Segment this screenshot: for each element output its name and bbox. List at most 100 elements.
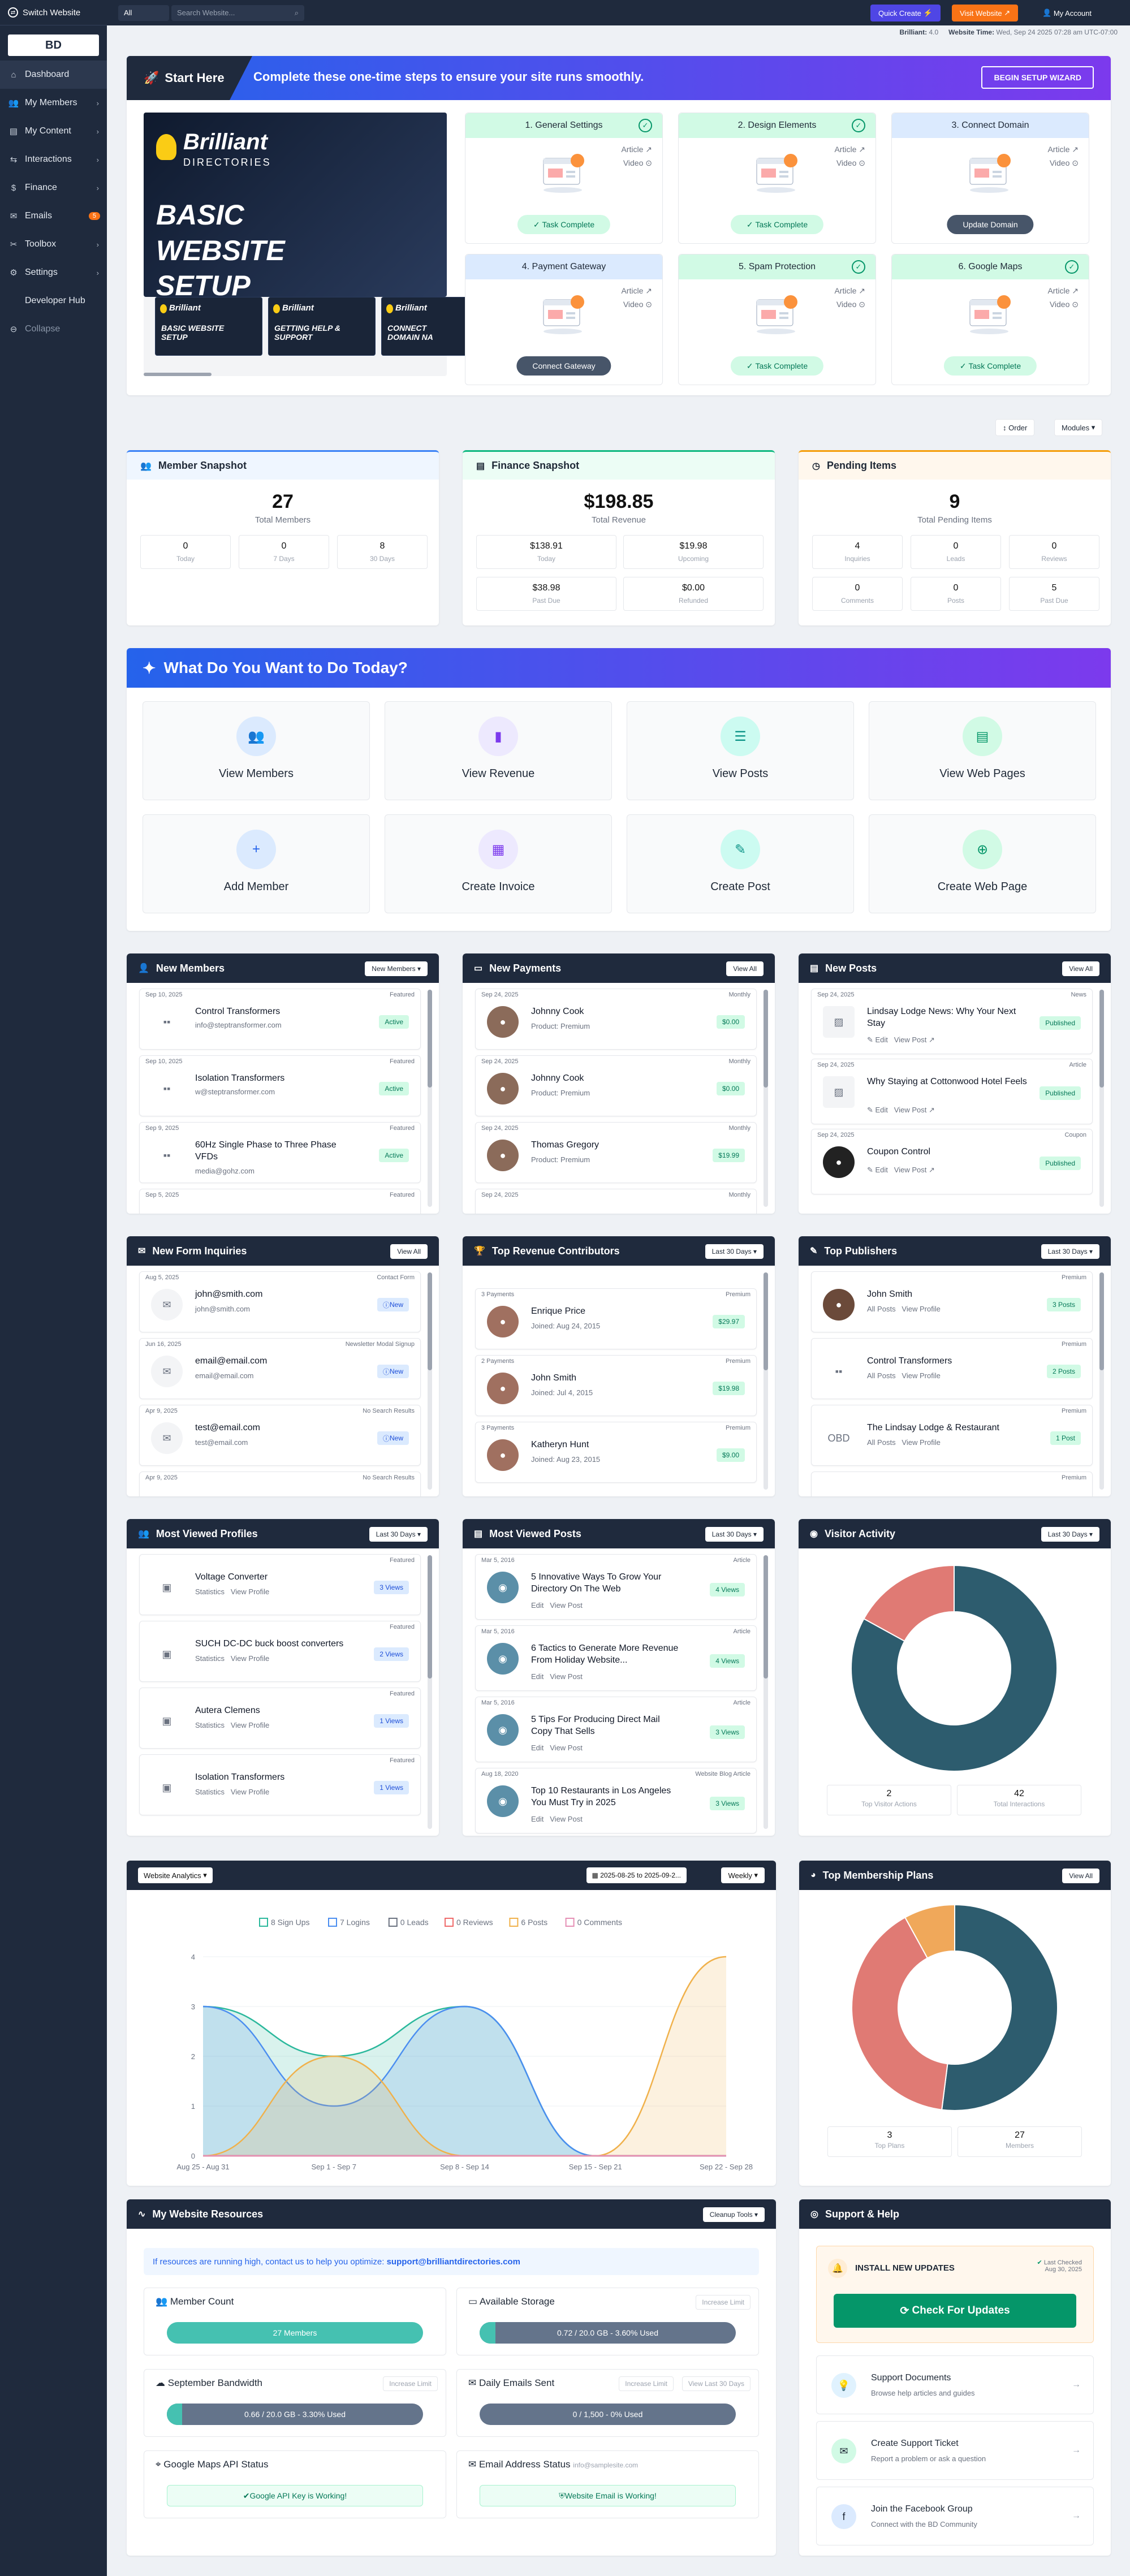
support-link[interactable]: ✉ Create Support Ticket Report a problem o… (816, 2421, 1094, 2480)
view-profile-link[interactable]: View Profile (230, 1721, 270, 1729)
list-item[interactable]: Aug 18, 2020 Website Blog Article ◉ Top 10 … (475, 1768, 757, 1833)
list-item[interactable]: Featured ▣ Autera Clemens Statistics View P… (139, 1688, 421, 1749)
legend-label[interactable]: 0 Leads (400, 1918, 429, 1927)
list-item[interactable]: Apr 9, 2025 No Search Results (139, 1472, 421, 1496)
view-post-link[interactable]: View Post (550, 1672, 583, 1681)
scroll-thumb[interactable] (764, 990, 768, 1088)
edit-link[interactable]: Edit (531, 1815, 544, 1823)
legend-swatch[interactable] (328, 1918, 337, 1927)
snapshot-stat[interactable]: $19.98 Upcoming (623, 535, 764, 569)
sidebar-item-finance[interactable]: $ Finance › (0, 174, 107, 202)
action-view-web-pages[interactable]: ▤ View Web Pages (869, 701, 1096, 800)
list-item[interactable]: Sep 24, 2025 Monthly (475, 1189, 757, 1214)
view-post-link[interactable]: View Post (550, 1815, 583, 1823)
list-item[interactable]: Sep 24, 2025 Coupon ● Coupon Control ✎ Edit … (811, 1129, 1093, 1194)
sidebar-item-dashboard[interactable]: ⌂ Dashboard (0, 61, 107, 89)
video-link[interactable]: Video ⊙ (836, 158, 865, 167)
list-item[interactable]: Sep 5, 2025 Featured (139, 1189, 421, 1214)
snapshot-stat[interactable]: 0 Reviews (1009, 535, 1099, 569)
list-item[interactable]: Sep 24, 2025 Monthly ● Johnny Cook Product: … (475, 1055, 757, 1116)
storage-increase-button[interactable]: Increase Limit (696, 2295, 751, 2310)
statistics-link[interactable]: Statistics (195, 1721, 225, 1729)
search-scope-select[interactable]: All (118, 5, 169, 21)
site-logo[interactable]: BD (8, 34, 99, 56)
snapshot-stat[interactable]: 0 Posts (911, 577, 1001, 611)
view-profile-link[interactable]: View Profile (902, 1305, 941, 1313)
setup-action-button[interactable]: Update Domain (947, 215, 1034, 234)
view-profile-link[interactable]: View Profile (902, 1371, 941, 1380)
list-item[interactable]: 2 Payments Premium ● John Smith Joined: Jul … (475, 1355, 757, 1416)
panel-scrollbar[interactable] (764, 1272, 768, 1490)
video-link[interactable]: Video ⊙ (623, 300, 652, 309)
action-add-member[interactable]: + Add Member (143, 814, 370, 913)
panel-button[interactable]: Last 30 Days ▾ (369, 1527, 428, 1542)
list-item[interactable]: Mar 5, 2016 Article ◉ 5 Innovative Ways To … (475, 1554, 757, 1620)
list-item[interactable]: Sep 24, 2025 News ▨ Lindsay Lodge News: Why… (811, 989, 1093, 1054)
snapshot-stat[interactable]: 5 Past Due (1009, 577, 1099, 611)
donut-slice[interactable] (863, 1564, 955, 1642)
video-link[interactable]: Video ⊙ (623, 158, 652, 167)
scroll-thumb[interactable] (764, 1272, 768, 1370)
snapshot-stat[interactable]: $0.00 Refunded (623, 577, 764, 611)
sidebar-item-emails[interactable]: ✉ Emails 5 (0, 202, 107, 230)
view-post-link[interactable]: View Post (550, 1744, 583, 1752)
support-email-link[interactable]: support@brilliantdirectories.com (386, 2256, 520, 2267)
date-range-picker[interactable]: ▦ 2025-08-25 to 2025-09-2... (586, 1867, 687, 1883)
list-item[interactable]: Premium ● John Smith All Posts View Profile… (811, 1271, 1093, 1332)
task-complete-button[interactable]: ✓ Task Complete (730, 356, 824, 376)
scroll-thumb[interactable] (428, 990, 432, 1088)
video-link[interactable]: Video ⊙ (1049, 158, 1079, 167)
scroll-thumb[interactable] (1099, 990, 1104, 1088)
view-post-link[interactable]: View Post (894, 1035, 927, 1044)
action-create-post[interactable]: ✎ Create Post (627, 814, 854, 913)
panel-button[interactable]: View All (1062, 961, 1099, 976)
interval-select[interactable]: Weekly ▾ (721, 1867, 765, 1883)
list-item[interactable]: Premium OBD The Lindsay Lodge & Restaurant… (811, 1405, 1093, 1466)
scroll-thumb[interactable] (1099, 1272, 1104, 1370)
list-item[interactable]: Jun 16, 2025 Newsletter Modal Signup ✉ emai… (139, 1338, 421, 1399)
edit-link[interactable]: Edit (531, 1744, 544, 1752)
view-post-link[interactable]: View Post (894, 1166, 927, 1174)
panel-button[interactable]: Last 30 Days ▾ (705, 1527, 764, 1542)
panel-button[interactable]: Last 30 Days ▾ (1041, 1244, 1099, 1259)
snapshot-stat[interactable]: 0 Comments (812, 577, 903, 611)
snapshot-stat[interactable]: 0 Today (140, 535, 231, 569)
action-view-posts[interactable]: ☰ View Posts (627, 701, 854, 800)
list-item[interactable]: Apr 9, 2025 No Search Results ✉ test@email.… (139, 1405, 421, 1466)
emails-increase-button[interactable]: Increase Limit (619, 2376, 674, 2391)
edit-link[interactable]: ✎ (867, 1166, 875, 1174)
quick-create-button[interactable]: Quick Create ⚡ (870, 5, 941, 21)
legend-label[interactable]: 6 Posts (521, 1918, 547, 1927)
visit-website-button[interactable]: Visit Website ↗ (952, 5, 1019, 21)
list-item[interactable]: Aug 5, 2025 Contact Form ✉ john@smith.com jo… (139, 1271, 421, 1332)
snapshot-stat[interactable]: 4 Inquiries (812, 535, 903, 569)
sidebar-item-developer-hub[interactable]: Developer Hub (0, 287, 107, 315)
panel-scrollbar[interactable] (1099, 990, 1104, 1207)
panel-button[interactable]: Last 30 Days ▾ (705, 1244, 764, 1259)
donut-slice[interactable] (851, 1564, 1058, 1772)
search-input[interactable]: Search Website... ⌕ (171, 5, 304, 21)
statistics-link[interactable]: Statistics (195, 1788, 225, 1796)
list-item[interactable]: 3 Payments Premium ● Katheryn Hunt Joined: A… (475, 1422, 757, 1483)
donut-slice[interactable] (941, 1904, 1058, 2111)
legend-label[interactable]: 0 Reviews (456, 1918, 493, 1927)
article-link[interactable]: Article ↗ (1047, 145, 1079, 154)
task-complete-button[interactable]: ✓ Task Complete (517, 215, 611, 234)
statistics-link[interactable]: Statistics (195, 1654, 225, 1663)
action-view-revenue[interactable]: ▮ View Revenue (385, 701, 612, 800)
sidebar-item-interactions[interactable]: ⇆ Interactions › (0, 145, 107, 174)
modules-button[interactable]: Modules ▾ (1054, 419, 1103, 436)
legend-swatch[interactable] (259, 1918, 268, 1927)
setup-action-button[interactable]: Connect Gateway (516, 356, 611, 376)
legend-swatch[interactable] (565, 1918, 575, 1927)
edit-link[interactable]: Edit (531, 1601, 544, 1610)
scroll-thumb[interactable] (764, 1555, 768, 1679)
panel-scrollbar[interactable] (764, 1555, 768, 1829)
list-item[interactable]: Mar 5, 2016 Article ◉ 6 Tactics to Generate… (475, 1625, 757, 1691)
panel-button[interactable]: Last 30 Days ▾ (1041, 1527, 1099, 1542)
all-posts-link[interactable]: All Posts (867, 1438, 896, 1447)
snapshot-stat[interactable]: 0 7 Days (239, 535, 329, 569)
list-item[interactable]: Premium (811, 1472, 1093, 1496)
donut-slice[interactable] (904, 1904, 955, 1959)
panel-scrollbar[interactable] (428, 990, 432, 1207)
